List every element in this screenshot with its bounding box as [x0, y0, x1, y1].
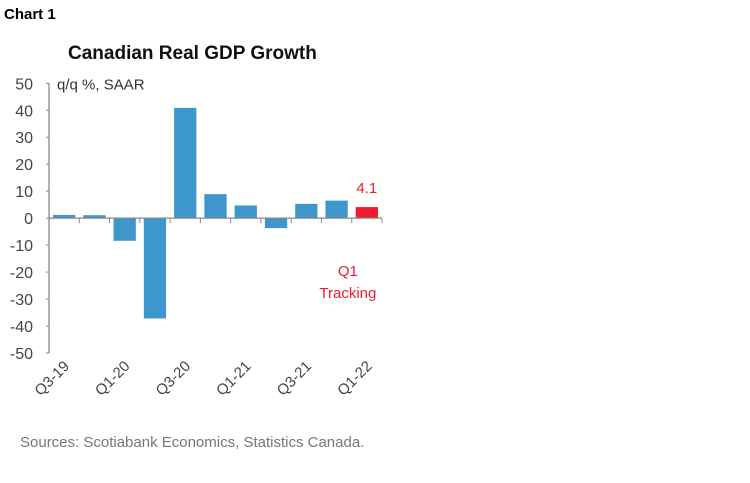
y-tick-label: 0 [24, 211, 33, 228]
y-tick-label: 30 [15, 130, 33, 147]
bar-Q2-21 [264, 218, 288, 229]
x-tick-label: Q3-20 [153, 358, 195, 400]
y-tick-label: 20 [15, 157, 33, 174]
bar-Q1-22 [355, 207, 378, 219]
y-tick-label: 40 [15, 103, 33, 120]
annotation-q1: Q1 [338, 263, 358, 280]
y-tick-label: 10 [15, 184, 33, 201]
x-tick-label: Q1-21 [213, 358, 255, 400]
y-axis-label: q/q %, SAAR [57, 76, 145, 93]
bar-Q1-21 [234, 205, 257, 219]
bar-Q4-19 [83, 215, 106, 219]
annotation-tracking: Tracking [319, 285, 376, 302]
bar-Q2-20 [143, 218, 167, 319]
x-tick-label: Q3-19 [31, 358, 73, 400]
bar-Q4-20 [204, 194, 227, 219]
y-tick-label: -10 [10, 238, 33, 255]
y-tick-label: -20 [10, 265, 33, 282]
bar-Q4-21 [325, 200, 348, 219]
bar-Q3-20 [174, 107, 197, 219]
chart-label: Chart 1 [4, 6, 56, 23]
chart-title: Canadian Real GDP Growth [68, 43, 317, 64]
y-tick-label: -50 [10, 346, 33, 363]
x-tick-label: Q1-22 [334, 358, 376, 400]
bar-Q3-19 [53, 214, 76, 219]
source-note: Sources: Scotiabank Economics, Statistic… [20, 434, 365, 451]
y-tick-label: -40 [10, 319, 33, 336]
y-tick-label: -30 [10, 292, 33, 309]
bar-Q3-21 [295, 203, 318, 219]
value-label: 4.1 [356, 180, 377, 197]
bar-Q1-20 [113, 218, 136, 241]
x-tick-label: Q1-20 [92, 358, 134, 400]
x-tick-label: Q3-21 [274, 358, 316, 400]
y-tick-label: 50 [15, 76, 33, 93]
